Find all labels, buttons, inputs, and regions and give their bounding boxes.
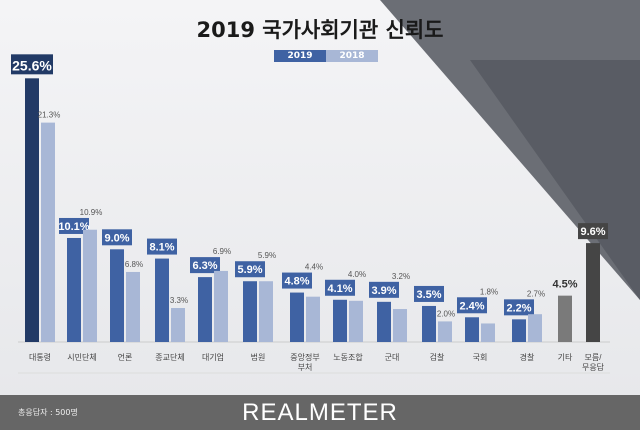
data-label-2019: 4.8%	[284, 276, 309, 288]
label-box-2019	[457, 297, 487, 314]
bar-2018	[126, 271, 140, 342]
category-label: 모름/	[585, 353, 603, 362]
category-label: 대기업	[202, 353, 224, 362]
legend: 2019 2018	[274, 50, 378, 62]
category-label: 부처	[298, 363, 313, 372]
bar-2019	[422, 305, 436, 342]
bar-2019	[198, 277, 212, 342]
label-box-2019	[282, 272, 312, 289]
bar-2018	[259, 281, 273, 342]
label-box-2019	[414, 285, 444, 302]
bar-2019	[290, 292, 304, 342]
bar-2019	[67, 237, 81, 342]
realmeter-logo: REALMETER	[242, 399, 398, 426]
category-label: 무응답	[582, 362, 605, 372]
data-label-2019: 3.5%	[416, 289, 441, 301]
label-box-2019	[11, 54, 53, 75]
label-box-2019	[325, 279, 355, 296]
data-label-2019: 4.5%	[552, 279, 577, 291]
label-box-2019	[147, 238, 177, 255]
bar-2019	[586, 243, 600, 342]
data-label-2018: 6.9%	[213, 247, 231, 256]
data-label-2018: 1.8%	[480, 287, 498, 296]
legend-2019: 2019	[274, 50, 326, 62]
category-label: 경찰	[520, 352, 535, 362]
bar-2018	[349, 300, 363, 342]
category-label: 종교단체	[155, 352, 184, 362]
data-label-2018: 21.3%	[38, 111, 61, 120]
label-box-2019	[578, 223, 608, 240]
bar-2019	[110, 249, 124, 342]
bar-2019	[558, 295, 572, 342]
label-box-2019	[504, 299, 534, 316]
bar-2019	[377, 301, 391, 342]
data-label-2018: 3.3%	[170, 296, 188, 305]
data-label-2018: 2.7%	[527, 289, 545, 298]
bar-2019	[333, 299, 347, 342]
background-city-panel	[380, 0, 640, 300]
data-label-2019: 8.1%	[149, 242, 174, 254]
category-label: 국회	[473, 353, 488, 362]
bar-2018	[393, 309, 407, 342]
bar-chart: 25.6% 21.3% 대통령 10.1% 10.9% 시민단체 9.0% 6.8% 언론 8.1…	[11, 54, 610, 374]
label-box-2019	[59, 217, 89, 234]
category-label: 기타	[558, 353, 573, 362]
data-label-2019: 10.1%	[58, 221, 89, 233]
data-label-2019: 2.2%	[506, 302, 531, 314]
category-label: 법원	[251, 352, 266, 362]
category-label: 노동조합	[333, 353, 363, 362]
bar-2018	[214, 270, 228, 342]
data-label-2019: 6.3%	[192, 260, 217, 272]
bar-2019	[243, 281, 257, 342]
bar-2018	[528, 314, 542, 342]
data-label-2019: 25.6%	[12, 57, 52, 73]
bar-2018	[83, 229, 97, 342]
category-label: 시민단체	[67, 352, 96, 362]
data-label-2018: 5.9%	[258, 251, 276, 260]
bar-2018	[41, 122, 55, 342]
data-label-2019: 5.9%	[237, 264, 262, 276]
label-box-2019	[190, 257, 220, 274]
respondents-note: 총응답자 : 500명	[18, 408, 78, 417]
category-label: 군대	[385, 353, 400, 362]
bar-2019	[25, 78, 39, 342]
label-box-2019	[102, 229, 132, 246]
chart-title: 2019 국가사회기관 신뢰도	[196, 18, 444, 42]
data-label-2019: 9.6%	[580, 226, 605, 238]
data-label-2018: 3.2%	[392, 272, 410, 281]
bar-2018	[481, 323, 495, 342]
bar-2019	[155, 258, 169, 342]
bar-2019	[465, 317, 479, 342]
bar-2018	[171, 308, 185, 342]
data-label-2019: 3.9%	[371, 285, 396, 297]
legend-2018: 2018	[326, 50, 378, 62]
bar-2018	[438, 321, 452, 342]
label-box-2019	[235, 261, 265, 278]
data-label-2018: 4.0%	[348, 270, 366, 279]
bar-2019	[512, 319, 526, 342]
data-label-2018: 2.0%	[437, 309, 455, 318]
data-label-2018: 4.4%	[305, 263, 323, 272]
category-label: 대통령	[29, 353, 51, 362]
data-label-2019: 9.0%	[104, 232, 129, 244]
bar-2018	[306, 296, 320, 342]
data-label-2018: 6.8%	[125, 260, 143, 269]
category-label: 언론	[118, 352, 133, 362]
category-label: 검찰	[430, 352, 445, 362]
label-box-2019	[369, 281, 399, 298]
data-label-2019: 2.4%	[459, 300, 484, 312]
data-label-2018: 10.9%	[80, 208, 103, 217]
footer: 총응답자 : 500명 REALMETER	[0, 395, 640, 430]
category-label: 중앙정부	[290, 352, 319, 362]
data-label-2019: 4.1%	[327, 283, 352, 295]
